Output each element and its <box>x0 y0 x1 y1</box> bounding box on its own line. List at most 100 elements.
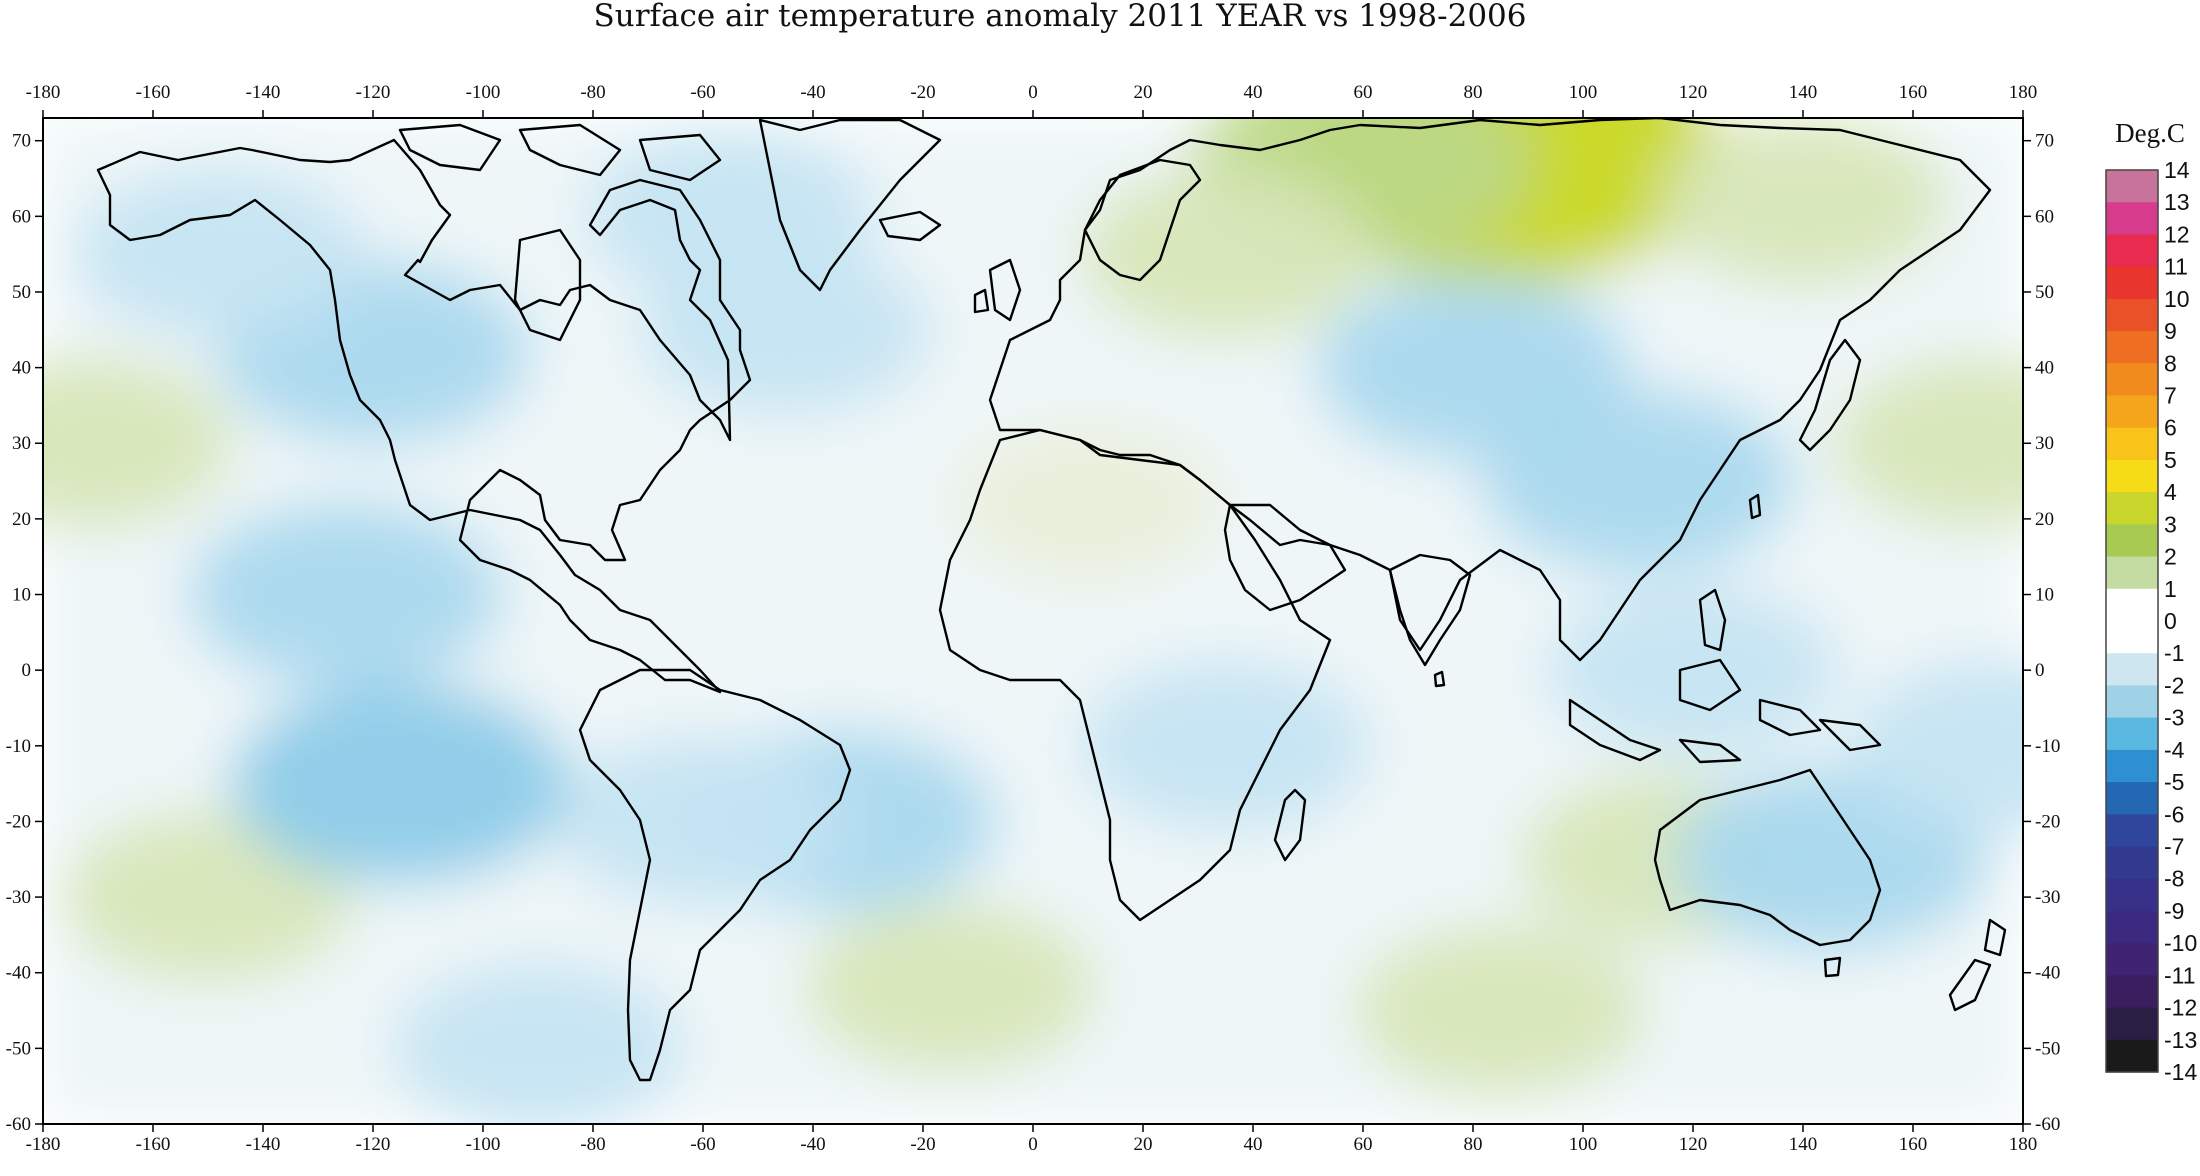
x-tick-label-bottom: 160 <box>1899 1134 1928 1155</box>
colorbar-label: 10 <box>2164 286 2190 312</box>
x-tick-label-bottom: 40 <box>1244 1134 1263 1155</box>
y-tick-label-right: -30 <box>2035 887 2060 908</box>
eurasia-outline <box>988 118 1992 662</box>
anomaly-patch-east-africa-cold <box>1080 660 1371 831</box>
colorbar-label: -6 <box>2164 801 2184 827</box>
y-tick-label-left: -30 <box>6 887 31 908</box>
y-tick-label-right: 20 <box>2035 509 2054 530</box>
colorbar-swatch <box>2106 910 2158 944</box>
x-tick-label-bottom: 20 <box>1134 1134 1153 1155</box>
colorbar-label: -8 <box>2164 866 2184 892</box>
anomaly-patch-north-africa-warm <box>955 426 1221 582</box>
colorbar-label: -3 <box>2164 705 2184 731</box>
x-tick-label-bottom: -100 <box>466 1134 501 1155</box>
anomaly-patch-south-east-pacific-cold <box>230 683 571 884</box>
colorbar-label: 3 <box>2164 511 2177 537</box>
philippines-outline <box>1698 588 1727 652</box>
x-tick-label-top: 100 <box>1569 82 1598 103</box>
x-tick-label-top: 60 <box>1354 82 1373 103</box>
y-tick-label-left: -60 <box>6 1114 31 1135</box>
anomaly-patch-south-pacific-warm <box>63 812 353 983</box>
anomaly-patch-southeast-asia-cold <box>1548 585 1838 756</box>
colorbar-label: -5 <box>2164 769 2184 795</box>
colorbar-title: Deg.C <box>2115 118 2185 148</box>
x-tick-label-top: -20 <box>910 82 935 103</box>
arabian-peninsula-outline <box>1223 503 1347 612</box>
colorbar-label: 4 <box>2164 479 2177 505</box>
map-title: Surface air temperature anomaly 2011 YEA… <box>594 0 1527 34</box>
x-tick-label-top: 80 <box>1464 82 1483 103</box>
colorbar-label: 12 <box>2164 221 2190 247</box>
x-tick-label-top: -180 <box>26 82 61 103</box>
y-tick-label-right: -40 <box>2035 963 2060 984</box>
x-tick-label-bottom: -40 <box>800 1134 825 1155</box>
colorbar-swatch <box>2106 814 2158 848</box>
greenland-outline <box>758 118 942 292</box>
anomaly-patch-eastern-europe-warm <box>1080 169 1371 340</box>
x-tick-label-top: -140 <box>246 82 281 103</box>
south-america-outline <box>578 668 852 1082</box>
colorbar-swatch <box>2106 427 2158 461</box>
colorbar-label: 6 <box>2164 415 2177 441</box>
y-tick-label-left: 30 <box>12 433 31 454</box>
colorbar-swatch <box>2106 524 2158 558</box>
anomaly-patch-north-pacific-subtropics-warm-east <box>1834 358 2023 529</box>
y-tick-label-left: 70 <box>12 131 31 152</box>
madagascar-outline <box>1273 788 1307 862</box>
colorbar-label: 13 <box>2164 189 2190 215</box>
colorbar-swatch <box>2106 492 2158 525</box>
colorbar-label: -10 <box>2164 930 2197 956</box>
colorbar-label: -12 <box>2164 995 2197 1021</box>
anomaly-patch-south-america-cold <box>558 736 848 907</box>
land-outlines <box>96 118 2007 1082</box>
y-tick-label-left: 40 <box>12 358 31 379</box>
colorbar-label: -11 <box>2164 962 2196 988</box>
y-tick-label-right: 30 <box>2035 433 2054 454</box>
y-tick-label-right: -20 <box>2035 811 2060 832</box>
colorbar-swatch <box>2106 588 2158 622</box>
colorbar-label: 11 <box>2164 254 2188 280</box>
x-tick-label-bottom: -60 <box>690 1134 715 1155</box>
y-tick-label-left: -20 <box>6 811 31 832</box>
colorbar-swatch <box>2106 878 2158 912</box>
x-tick-label-top: 180 <box>2009 82 2038 103</box>
y-tick-label-left: -50 <box>6 1038 31 1059</box>
y-tick-label-left: 0 <box>22 660 32 681</box>
x-tick-label-top: -60 <box>690 82 715 103</box>
x-tick-label-bottom: 100 <box>1569 1134 1598 1155</box>
colorbar-swatch <box>2106 234 2158 268</box>
anomaly-patch-south-pacific-east-cold <box>1850 660 2023 831</box>
x-tick-label-top: 120 <box>1679 82 1708 103</box>
anomaly-patch-southern-ocean-cold <box>393 963 683 1124</box>
colorbar-swatch <box>2106 782 2158 815</box>
colorbar-frame <box>2105 169 2159 1073</box>
colorbar-swatch <box>2106 1039 2158 1073</box>
x-tick-label-bottom: -160 <box>136 1134 171 1155</box>
colorbar-swatch <box>2106 395 2158 429</box>
y-tick-label-right: 10 <box>2035 585 2054 606</box>
colorbar-label: -9 <box>2164 898 2184 924</box>
colorbar-swatch <box>2106 202 2158 236</box>
colorbar-swatch <box>2106 459 2158 493</box>
x-tick-label-top: 0 <box>1028 82 1038 103</box>
map-axes: -180-180-160-160-140-140-120-120-100-100… <box>6 82 2061 1155</box>
colorbar-label: -2 <box>2164 672 2184 698</box>
x-tick-label-top: 40 <box>1244 82 1263 103</box>
anomaly-patch-south-atlantic-warm <box>805 902 1096 1073</box>
colorbar-label: 8 <box>2164 350 2177 376</box>
y-tick-label-left: 50 <box>12 282 31 303</box>
new-zealand-outline <box>1948 918 2007 1012</box>
colorbar-label: -14 <box>2164 1059 2197 1085</box>
colorbar-swatch <box>2106 363 2158 397</box>
japan-outline <box>1798 338 1862 452</box>
colorbar-swatch <box>2106 685 2158 719</box>
scandinavia-outline <box>1083 158 1202 282</box>
colorbar-label: 0 <box>2164 608 2177 634</box>
colorbar-label: 7 <box>2164 383 2177 409</box>
tasmania-outline <box>1823 956 1842 978</box>
arctic-islands-outline <box>398 123 722 342</box>
colorbar-label: 14 <box>2164 157 2190 183</box>
small-islands-outline <box>1433 493 1762 688</box>
x-tick-label-top: 160 <box>1899 82 1928 103</box>
